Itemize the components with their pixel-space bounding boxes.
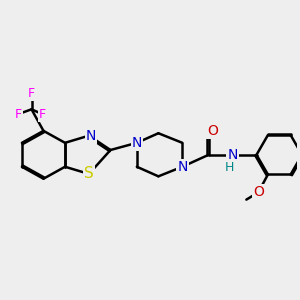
Text: N: N	[86, 129, 96, 142]
Text: S: S	[84, 167, 94, 182]
Text: N: N	[132, 136, 142, 150]
Text: N: N	[227, 148, 238, 162]
Text: N: N	[177, 160, 188, 174]
Text: F: F	[15, 108, 22, 121]
Text: F: F	[28, 87, 35, 100]
Text: O: O	[207, 124, 218, 138]
Text: H: H	[224, 161, 234, 175]
Text: F: F	[39, 108, 46, 121]
Text: O: O	[253, 185, 264, 200]
